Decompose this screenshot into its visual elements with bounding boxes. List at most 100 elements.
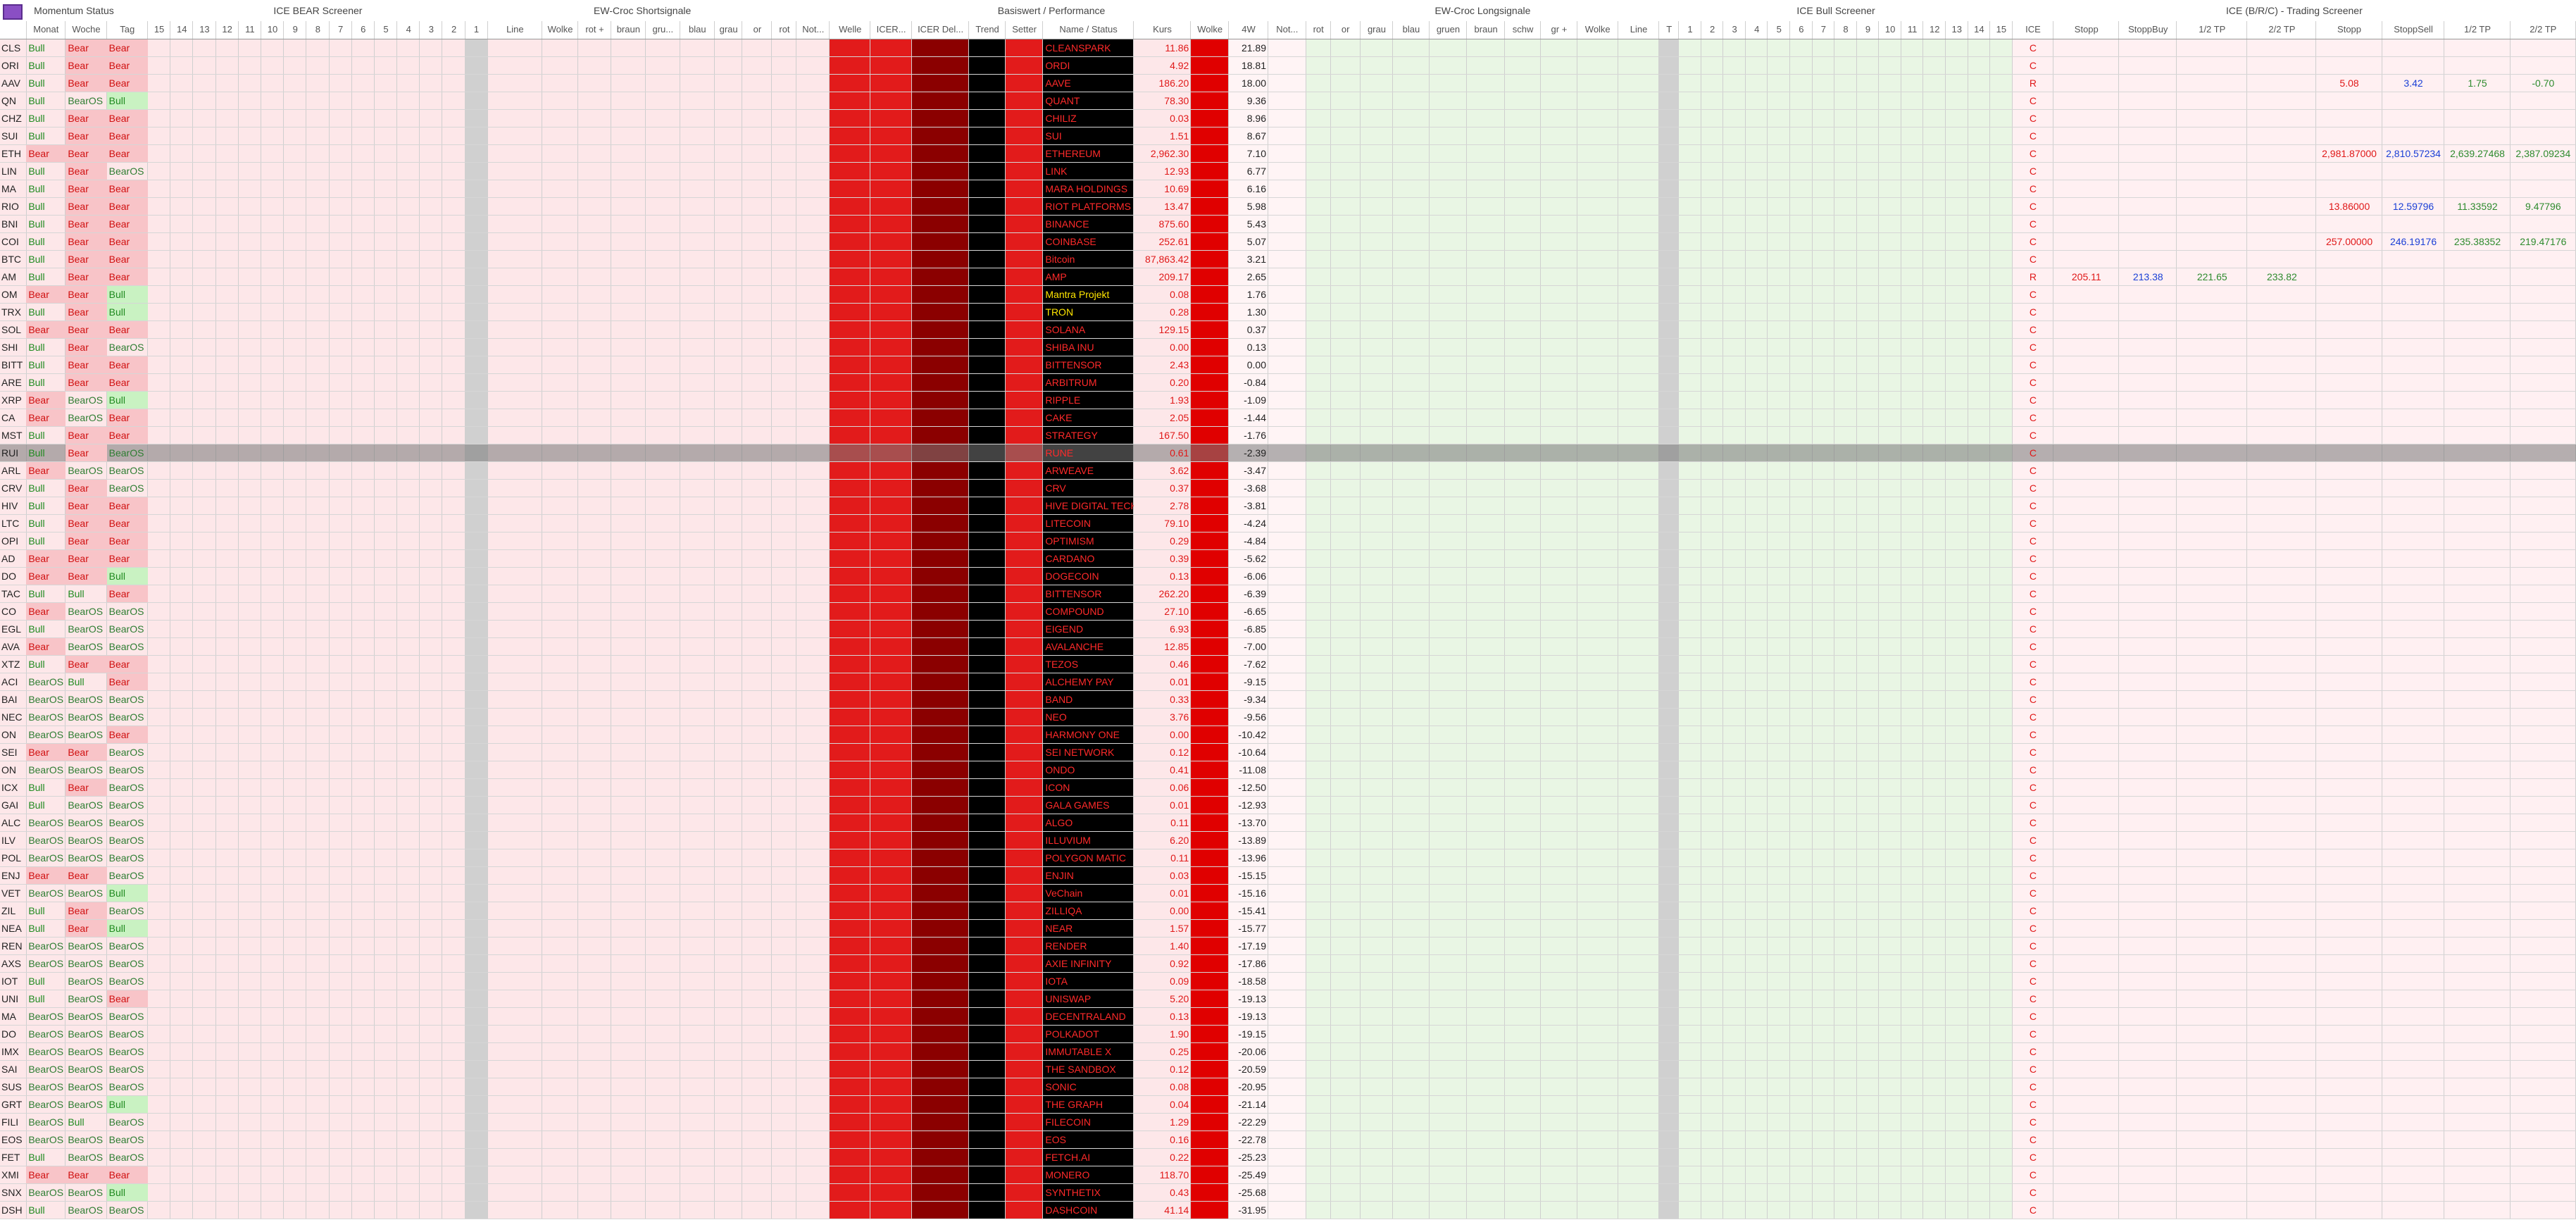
screener-value: 213.38 xyxy=(2132,271,2163,282)
woche: BearOS xyxy=(68,1099,104,1110)
ticker: HIV xyxy=(1,500,18,511)
monat: Bull xyxy=(28,623,45,635)
ice-signal: C xyxy=(2029,588,2037,599)
ice-signal: C xyxy=(2029,1204,2037,1216)
ticker: LIN xyxy=(1,166,17,177)
ice-signal: C xyxy=(2029,113,2037,124)
tag: Bull xyxy=(106,920,148,937)
ticker: SUS xyxy=(1,1081,22,1092)
ticker: IOT xyxy=(1,976,18,987)
ticker: ZIL xyxy=(1,905,16,916)
column-header: ICE xyxy=(2025,24,2041,35)
woche: Bear xyxy=(65,779,107,796)
screener-value: 2,387.09234 xyxy=(2515,148,2571,159)
woche: BearOS xyxy=(68,1134,104,1145)
tag: BearOS xyxy=(108,1152,144,1163)
asset-name: SONIC xyxy=(1045,1081,1077,1092)
screener-value: 2,810.57234 xyxy=(2386,148,2441,159)
price: 2.43 xyxy=(1170,359,1189,370)
ice-signal: C xyxy=(2029,835,2037,846)
price: 4.92 xyxy=(1170,60,1189,71)
asset-name: SEI NETWORK xyxy=(1045,747,1115,758)
ice-signal: C xyxy=(2029,447,2037,459)
tag: BearOS xyxy=(108,905,144,916)
ice-signal: C xyxy=(2029,148,2037,159)
monat: Bull xyxy=(28,923,45,934)
monat: Bear xyxy=(26,744,66,761)
ice-signal: C xyxy=(2029,764,2037,776)
screener-value: 1.75 xyxy=(2468,77,2487,89)
perf-4w: 1.76 xyxy=(1246,289,1266,300)
asset-name: ONDO xyxy=(1045,764,1075,776)
perf-4w: -3.68 xyxy=(1244,482,1266,494)
ice-signal: C xyxy=(2029,940,2037,952)
monat: Bull xyxy=(28,77,45,89)
ice-signal: C xyxy=(2029,1116,2037,1128)
ticker: ETH xyxy=(1,148,21,159)
screener-value: 2,981.87000 xyxy=(2322,148,2377,159)
price: 1.93 xyxy=(1170,394,1189,406)
ticker: SOL xyxy=(1,324,22,335)
tag: BearOS xyxy=(108,747,144,758)
asset-name: TRON xyxy=(1045,306,1074,318)
ice-signal: C xyxy=(2029,747,2037,758)
price: 875.60 xyxy=(1158,218,1189,230)
ticker: CA xyxy=(1,412,15,423)
woche: BearOS xyxy=(68,958,104,969)
column-header: schw xyxy=(1512,24,1534,35)
price: 2.05 xyxy=(1170,412,1189,423)
perf-4w: -19.13 xyxy=(1238,993,1266,1004)
ticker: AVA xyxy=(1,641,20,652)
tag: BearOS xyxy=(108,623,144,635)
asset-name: CARDANO xyxy=(1045,553,1095,564)
ice-signal: C xyxy=(2029,852,2037,864)
monat: BearOS xyxy=(28,1081,64,1092)
ticker: AD xyxy=(1,553,15,564)
ticker: ICX xyxy=(1,782,18,793)
woche: Bear xyxy=(65,163,107,180)
monat: BearOS xyxy=(28,676,64,687)
column-header: 7 xyxy=(1820,24,1826,35)
perf-4w: -4.84 xyxy=(1244,535,1266,547)
asset-name: STRATEGY xyxy=(1045,430,1098,441)
tag: Bull xyxy=(106,92,148,109)
perf-4w: -13.96 xyxy=(1238,852,1266,864)
column-header: 2 xyxy=(451,24,457,35)
asset-name: IOTA xyxy=(1045,976,1068,987)
woche: Bear xyxy=(65,339,107,356)
monat: Bear xyxy=(26,1166,66,1183)
ticker: ALC xyxy=(1,817,21,828)
woche: Bear xyxy=(65,304,107,320)
tag: Bear xyxy=(106,726,148,743)
column-header: 6 xyxy=(1799,24,1804,35)
column-header: Trend xyxy=(975,24,999,35)
column-header: 8 xyxy=(1843,24,1849,35)
column-header: 13 xyxy=(1951,24,1963,35)
ice-signal: C xyxy=(2029,1152,2037,1163)
tag: Bull xyxy=(106,304,148,320)
ticker: XRP xyxy=(1,394,22,406)
ice-signal: C xyxy=(2029,976,2037,987)
monat: BearOS xyxy=(28,1046,64,1057)
ice-signal: C xyxy=(2029,1187,2037,1198)
column-header: 2 xyxy=(1709,24,1715,35)
perf-4w: -4.24 xyxy=(1244,518,1266,529)
price: 0.37 xyxy=(1170,482,1189,494)
column-header: 8 xyxy=(315,24,321,35)
app-icon[interactable] xyxy=(3,4,23,20)
woche: BearOS xyxy=(68,1152,104,1163)
ticker: MA xyxy=(1,1011,16,1022)
screener-value: 3.42 xyxy=(2403,77,2423,89)
column-header: Not... xyxy=(1276,24,1299,35)
perf-4w: -19.15 xyxy=(1238,1028,1266,1040)
column-header: Woche xyxy=(72,24,101,35)
price: 0.12 xyxy=(1170,747,1189,758)
perf-4w: 7.10 xyxy=(1246,148,1266,159)
price: 0.04 xyxy=(1170,1099,1189,1110)
woche: Bull xyxy=(68,1116,85,1128)
ticker: TRX xyxy=(1,306,21,318)
perf-4w: 5.43 xyxy=(1246,218,1266,230)
price: 5.20 xyxy=(1170,993,1189,1004)
ticker: EGL xyxy=(1,623,22,635)
screener-value: 5.08 xyxy=(2339,77,2359,89)
